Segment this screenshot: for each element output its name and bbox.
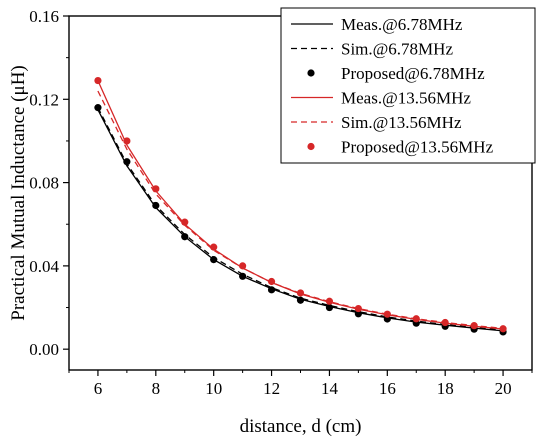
legend-label-sim-13-56mhz: Sim.@13.56MHz bbox=[341, 113, 462, 132]
proposed-6-78mhz-point bbox=[267, 286, 276, 294]
x-tick-label: 14 bbox=[321, 379, 339, 398]
proposed-6-78mhz-point bbox=[181, 233, 189, 241]
proposed-6-78mhz-point bbox=[152, 201, 160, 210]
proposed-6-78mhz-point bbox=[296, 296, 305, 304]
proposed-13-56mhz-point bbox=[499, 325, 507, 333]
proposed-13-56mhz-point bbox=[181, 218, 189, 226]
proposed-13-56mhz-point bbox=[441, 318, 449, 327]
ticks-layer: 6 8 10 12 14 16 18 20 0.00 0.04 0.08 0.12 0.16 bbox=[29, 7, 533, 398]
x-tick-label: 6 bbox=[94, 379, 103, 398]
proposed-13-56mhz-point bbox=[470, 322, 478, 330]
legend-box bbox=[280, 7, 536, 164]
proposed-13-56mhz-point bbox=[296, 289, 305, 297]
proposed-13-56mhz-point bbox=[94, 76, 102, 85]
x-tick-label: 20 bbox=[495, 379, 512, 398]
sim-6-78mhz-line bbox=[97, 107, 504, 331]
sim-13-56mhz-line bbox=[97, 90, 504, 330]
series-layer bbox=[94, 76, 507, 336]
legend-label-meas-13-56mhz: Meas.@13.56MHz bbox=[341, 89, 471, 108]
proposed-13-56mhz-point bbox=[210, 243, 218, 251]
proposed-13-56mhz-point bbox=[152, 185, 160, 193]
x-tick-label: 16 bbox=[379, 379, 396, 398]
y-tick-label: 0.00 bbox=[29, 340, 59, 359]
proposed-13-56mhz-point bbox=[267, 277, 276, 286]
legend: Meas.@6.78MHz Sim.@6.78MHz Proposed@6.78MH… bbox=[280, 7, 536, 164]
proposed-6-78mhz-point bbox=[123, 158, 131, 166]
legend-label-proposed-13-56mhz: Proposed@13.56MHz bbox=[341, 138, 494, 157]
x-axis-label: distance, d (cm) bbox=[240, 416, 362, 437]
proposed-6-78mhz-point bbox=[325, 303, 334, 312]
proposed-13-56mhz-point bbox=[325, 297, 334, 305]
y-tick-label: 0.16 bbox=[29, 7, 59, 26]
proposed-6-78mhz-point bbox=[94, 104, 102, 112]
proposed-13-56mhz-point bbox=[239, 262, 247, 270]
plot-area: 6 8 10 12 14 16 18 20 0.00 0.04 0.08 0.12 0.16 bbox=[29, 7, 533, 398]
x-tick-label: 8 bbox=[152, 379, 161, 398]
proposed-13-56mhz-point bbox=[383, 310, 391, 318]
legend-swatch-proposed-6-78mhz bbox=[307, 69, 315, 77]
y-tick-label: 0.12 bbox=[29, 90, 59, 109]
proposed-6-78mhz-point bbox=[210, 256, 218, 264]
proposed-13-56mhz-point bbox=[412, 315, 420, 323]
x-tick-label: 12 bbox=[263, 379, 280, 398]
legend-label-proposed-6-78mhz: Proposed@6.78MHz bbox=[341, 64, 485, 83]
y-tick-label: 0.04 bbox=[29, 257, 59, 276]
y-axis-label: Practical Mutual Inductance (μH) bbox=[8, 65, 29, 321]
x-tick-label: 10 bbox=[205, 379, 222, 398]
y-tick-label: 0.08 bbox=[29, 174, 59, 193]
proposed-6-78mhz-point bbox=[239, 272, 247, 280]
legend-label-meas-6-78mhz: Meas.@6.78MHz bbox=[341, 15, 463, 34]
proposed-6-78mhz-point bbox=[354, 310, 362, 318]
proposed-13-56mhz-point bbox=[123, 137, 131, 145]
x-tick-label: 18 bbox=[437, 379, 454, 398]
legend-label-sim-6-78mhz: Sim.@6.78MHz bbox=[341, 40, 453, 59]
proposed-13-56mhz-point bbox=[354, 304, 362, 313]
legend-swatch-proposed-13-56mhz bbox=[307, 142, 315, 151]
